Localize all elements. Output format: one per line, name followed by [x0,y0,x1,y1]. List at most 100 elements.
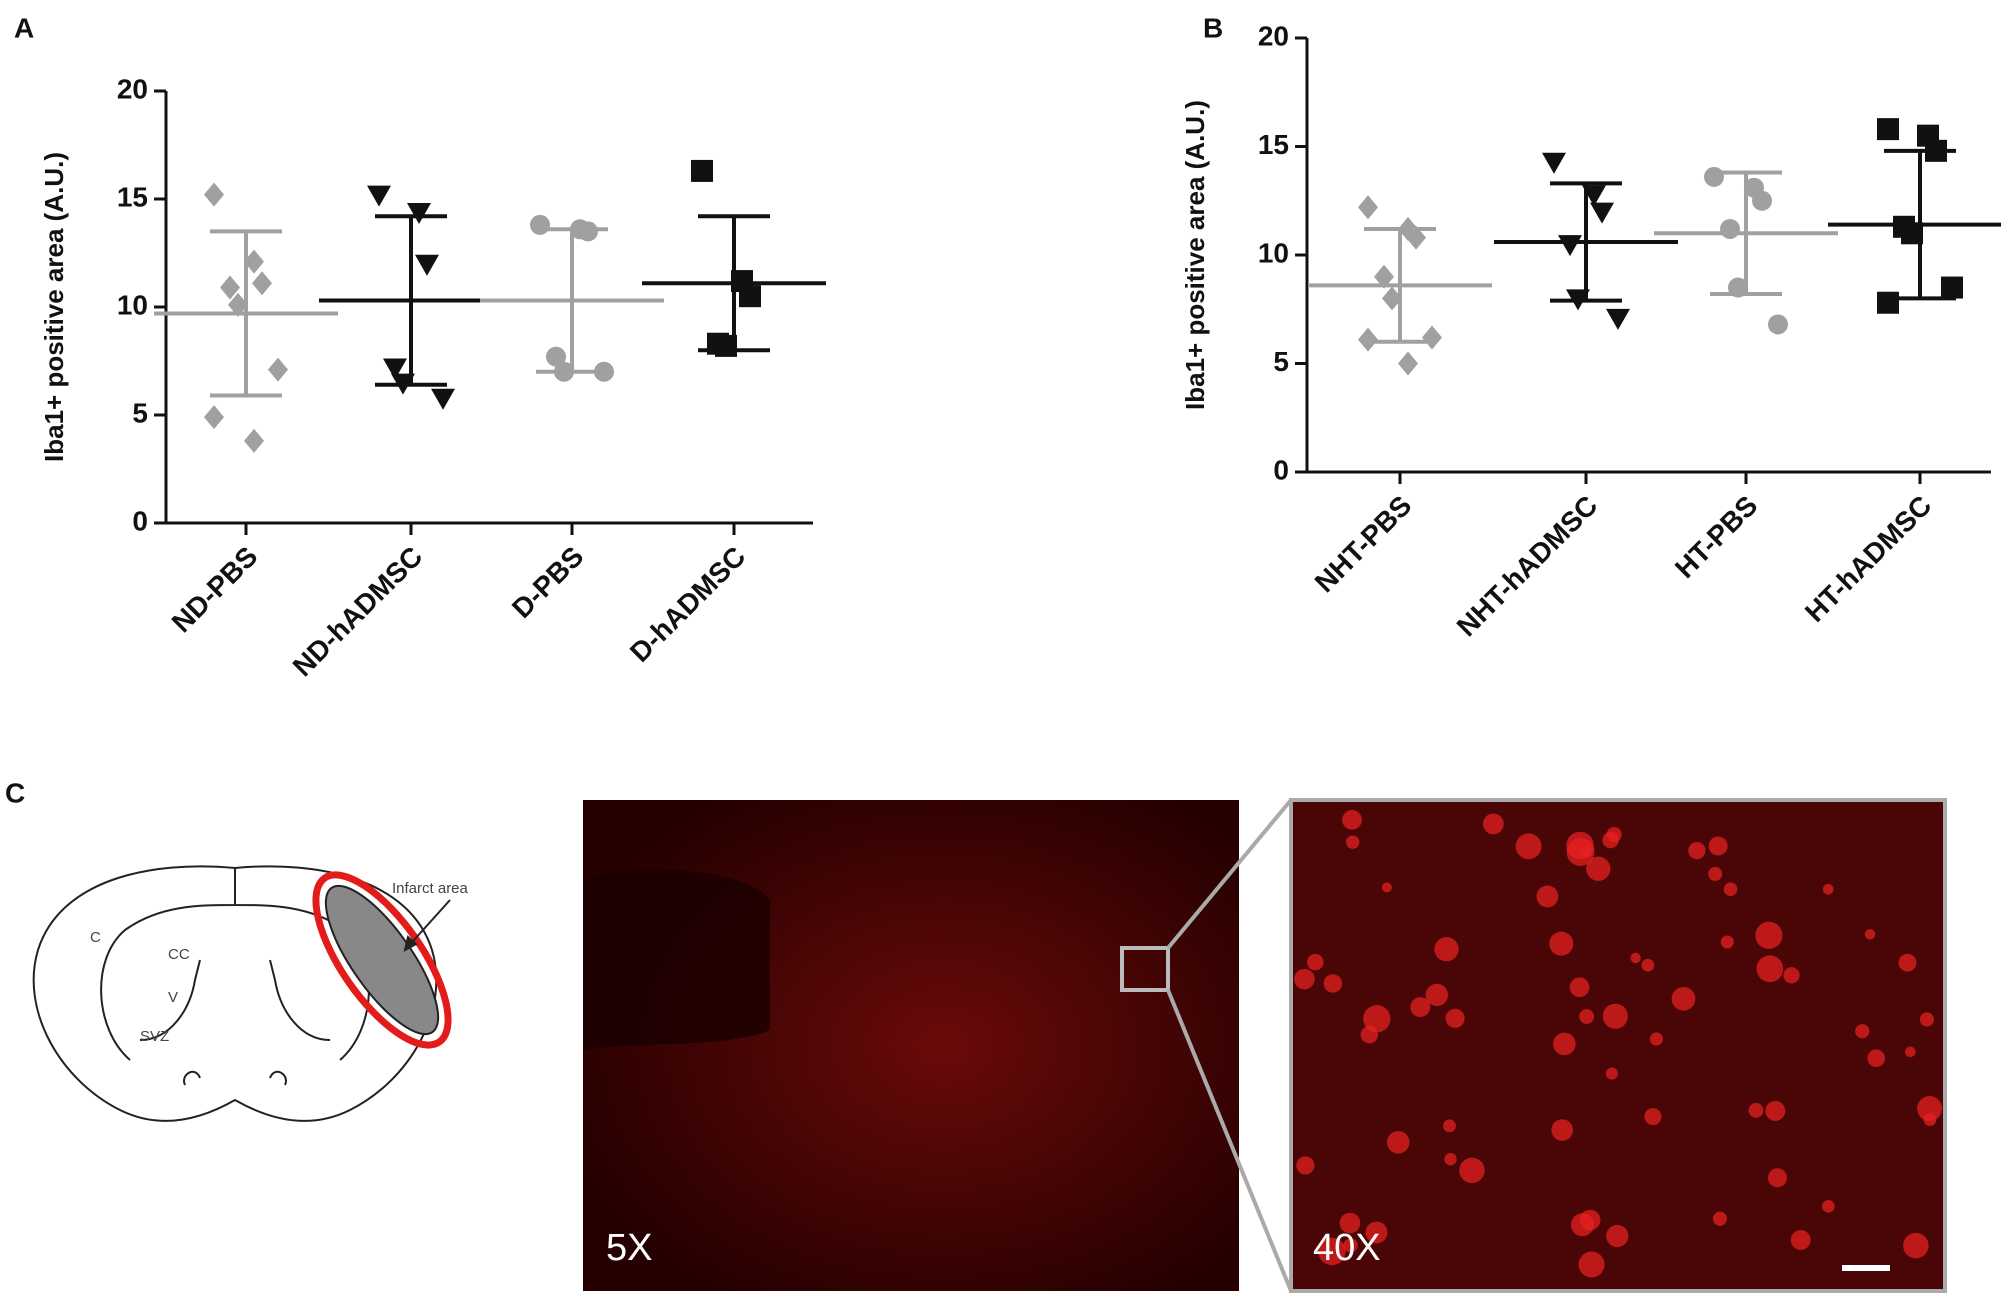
cell [1755,921,1783,949]
point [1406,225,1426,250]
cell [1917,1096,1943,1121]
cell [1363,1005,1391,1033]
point [530,214,550,235]
region-label: CC [168,946,190,963]
cell [1671,986,1696,1011]
point [431,388,455,410]
point [1877,291,1899,314]
point [1590,202,1614,224]
point [1566,289,1590,311]
cell [1339,1212,1361,1234]
point [1582,185,1606,207]
y-tick-label: 0 [1273,454,1289,485]
cell [1688,841,1706,860]
point [1901,222,1923,245]
point [1941,276,1963,299]
point [1720,218,1740,239]
cell [1602,1003,1628,1029]
cell [1720,935,1734,949]
point [578,221,598,242]
cell [1296,1156,1315,1175]
x-tick-label: D-PBS [506,541,590,625]
cell [1605,1067,1618,1080]
cell [1923,1113,1937,1127]
point [1542,152,1566,174]
y-axis-label: Iba1+ positive area (A.U.) [39,152,69,462]
cell [1536,885,1559,908]
y-axis-label: Iba1+ positive area (A.U.) [1180,100,1210,410]
region-label: C [90,929,101,946]
cell [1386,1131,1410,1154]
cell [1342,810,1362,830]
zoom-line [1166,798,1293,950]
cell [1515,833,1542,860]
y-tick-label: 20 [117,73,148,104]
x-tick-label: HT-hADMSC [1799,490,1938,629]
cell [1482,813,1504,835]
cell [1579,1009,1595,1024]
cell [1748,1103,1764,1118]
brain-schematic [32,865,452,1122]
cell [1569,977,1590,998]
point [546,346,566,367]
y-tick-label: 20 [1258,20,1289,51]
y-tick-label: 10 [1258,237,1289,268]
point [204,405,224,430]
region-label: V [168,989,178,1006]
cell [1864,929,1876,940]
cell [1723,882,1738,897]
cell [1346,835,1360,849]
cell [1549,931,1574,956]
point [1606,308,1630,330]
point [1558,235,1582,257]
point [1374,264,1394,289]
cell [1708,866,1723,881]
cell [1767,1168,1787,1188]
point [268,357,288,382]
point [367,185,391,207]
cell [1578,1251,1605,1278]
micrograph-40x [1289,798,1947,1293]
cell [1765,1100,1786,1121]
cell [1756,955,1784,983]
point [244,428,264,453]
cell [1641,958,1655,972]
point [204,182,224,207]
cell [1712,1211,1728,1226]
cell [1570,1213,1594,1237]
y-tick-label: 15 [117,181,148,212]
point [415,254,439,276]
zoom-line [1166,989,1293,1292]
y-tick-label: 15 [1258,129,1289,160]
x-tick-label: HT-PBS [1669,490,1764,585]
annotation: Infarct area [392,880,469,897]
cell [1822,1200,1835,1213]
panel-letter: C [5,777,25,808]
cell [1644,1108,1662,1126]
point [228,292,248,317]
cell [1790,1230,1811,1250]
point [252,271,272,296]
cell [1445,1008,1465,1028]
point [1704,166,1724,187]
cell [1307,953,1324,971]
point [220,275,240,300]
cell [1360,1025,1379,1044]
point [1877,118,1899,141]
point [1925,139,1947,162]
point [391,373,415,395]
cell [1867,1049,1886,1068]
ventricle [583,869,770,1050]
cell [1783,967,1800,984]
cell [1444,1153,1457,1166]
magnification: 5X [606,1227,652,1269]
x-tick-label: ND-PBS [166,541,264,639]
region-label: SVZ [140,1028,169,1045]
cell [1903,1232,1929,1259]
point [1768,314,1788,335]
cells [1294,810,1943,1278]
cell [1410,997,1431,1017]
magnification: 40X [1313,1227,1381,1269]
point [691,159,713,182]
cell [1381,882,1392,893]
